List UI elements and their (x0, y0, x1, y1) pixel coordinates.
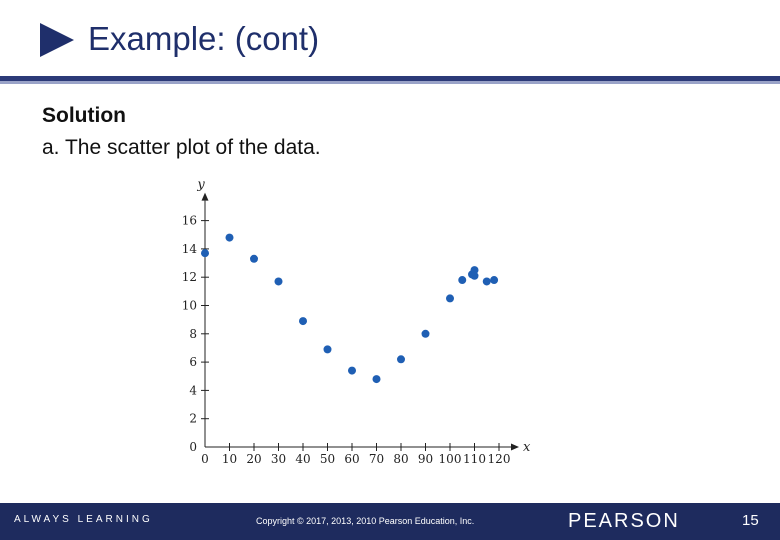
solution-text: a. The scatter plot of the data. (42, 136, 321, 159)
data-point (421, 329, 430, 338)
x-tick-label: 50 (320, 452, 335, 466)
page-number: 15 (742, 512, 759, 529)
data-point (397, 355, 405, 364)
data-point (201, 249, 209, 258)
y-tick-label: 16 (182, 214, 197, 228)
y-axis-label: y (196, 178, 205, 193)
scatter-chart: x y 0 10 20 30 40 50 60 70 80 90 100 110 120 0 2 4 6 8 10 12 1… (182, 178, 531, 466)
x-tick-label: 70 (369, 452, 384, 466)
y-tick-label: 4 (189, 383, 197, 397)
data-point (470, 271, 479, 280)
x-tick-label: 10 (222, 452, 237, 466)
y-tick-label: 0 (189, 440, 197, 454)
solution-heading: Solution (42, 104, 126, 127)
x-tick-label: 60 (344, 452, 359, 466)
data-point (348, 366, 356, 375)
x-tick-label: 0 (201, 452, 209, 466)
footer-copyright: Copyright © 2017, 2013, 2010 Pearson Edu… (256, 516, 475, 526)
y-tick-label: 8 (189, 327, 197, 341)
data-point (299, 317, 307, 326)
data-point (323, 345, 332, 354)
y-tick-label: 6 (189, 355, 197, 369)
x-tick-label: 20 (246, 452, 261, 466)
data-point (446, 294, 454, 303)
y-tick-label: 14 (182, 242, 198, 256)
x-tick-label: 120 (488, 452, 511, 466)
x-tick-label: 40 (295, 452, 310, 466)
data-point (458, 276, 467, 285)
x-tick-label: 110 (463, 452, 486, 466)
pearson-logo: PEARSON (568, 510, 680, 532)
data-point (490, 276, 499, 285)
x-axis-label: x (523, 440, 531, 455)
y-tick-label: 12 (182, 270, 197, 284)
y-tick-label: 10 (182, 299, 197, 313)
bullet-triangle-icon (40, 23, 74, 57)
title-divider (0, 76, 780, 81)
y-axis-arrow (201, 192, 209, 201)
y-tick-label: 2 (189, 412, 197, 426)
slide-title: Example: (cont) (88, 20, 320, 57)
footer-bar: ALWAYS LEARNING Copyright © 2017, 2013, … (0, 503, 780, 540)
data-point (470, 266, 479, 275)
footer-tagline: ALWAYS LEARNING (14, 514, 153, 525)
title-row: Example: (cont) (40, 14, 319, 64)
data-point (482, 277, 491, 286)
x-tick-label: 90 (418, 452, 433, 466)
data-point (372, 375, 381, 384)
x-tick-label: 30 (271, 452, 286, 466)
x-axis-arrow (511, 443, 519, 451)
data-point (250, 254, 258, 263)
x-tick-label: 80 (393, 452, 408, 466)
data-point (274, 277, 283, 286)
title-divider-shadow (0, 81, 780, 84)
x-tick-label: 100 (439, 452, 462, 466)
data-point (225, 233, 234, 242)
